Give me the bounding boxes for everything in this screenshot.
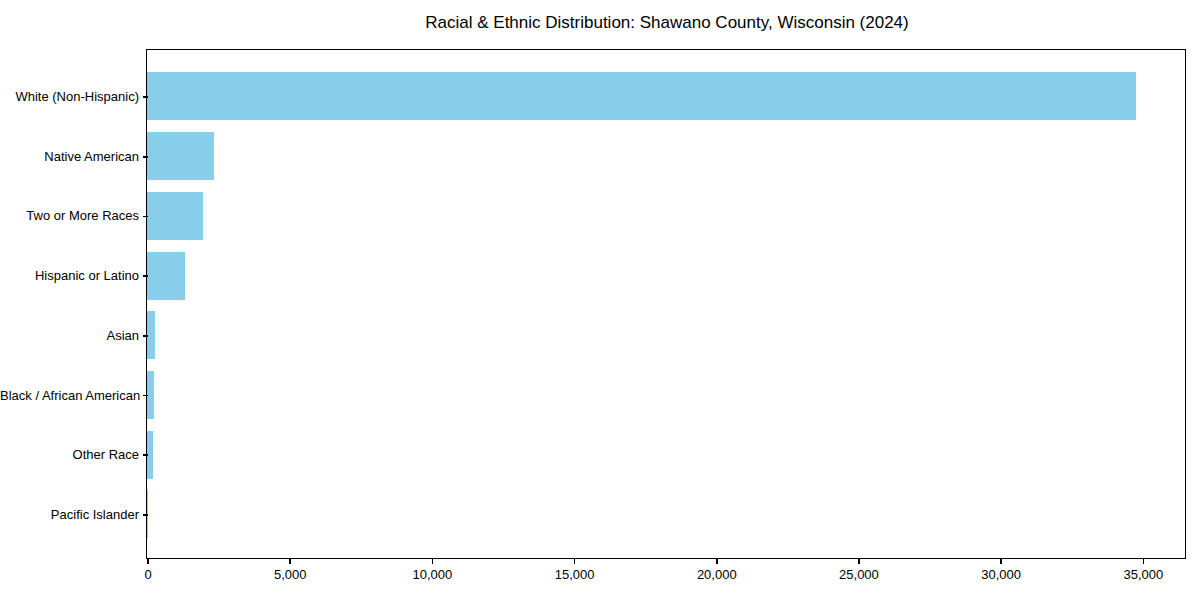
x-tick-mark [858,559,860,564]
x-tick-label: 0 [103,567,193,583]
x-tick-mark [574,559,576,564]
x-tick-label: 30,000 [956,567,1046,583]
y-tick-mark [143,96,148,98]
bar [147,371,154,419]
y-tick-mark [143,216,148,218]
x-tick-label: 15,000 [530,567,620,583]
x-tick-mark [147,559,149,564]
bar [147,311,155,359]
y-tick-label: Pacific Islander [0,506,139,524]
x-tick-mark [1143,559,1145,564]
x-tick-label: 20,000 [672,567,762,583]
x-tick-label: 10,000 [387,567,477,583]
y-tick-mark [143,454,148,456]
y-tick-label: Black / African American [0,387,139,405]
x-tick-label: 35,000 [1098,567,1188,583]
x-tick-mark [716,559,718,564]
y-tick-mark [143,395,148,397]
x-tick-mark [1000,559,1002,564]
plot-area [146,49,1186,559]
y-tick-mark [143,514,148,516]
bar [147,192,202,240]
x-tick-label: 5,000 [245,567,335,583]
figure: Racial & Ethnic Distribution: Shawano Co… [0,0,1200,600]
y-tick-mark [143,275,148,277]
y-tick-label: White (Non-Hispanic) [0,88,139,106]
y-tick-mark [143,335,148,337]
x-tick-mark [289,559,291,564]
x-tick-label: 25,000 [814,567,904,583]
y-tick-label: Hispanic or Latino [0,267,139,285]
bar [147,132,214,180]
y-tick-label: Asian [0,327,139,345]
bar [147,252,185,300]
bar [147,72,1135,120]
x-tick-mark [432,559,434,564]
y-tick-label: Other Race [0,446,139,464]
y-tick-mark [143,156,148,158]
bar [147,431,153,479]
y-tick-label: Native American [0,148,139,166]
chart-title: Racial & Ethnic Distribution: Shawano Co… [148,13,1186,33]
y-tick-label: Two or More Races [0,207,139,225]
